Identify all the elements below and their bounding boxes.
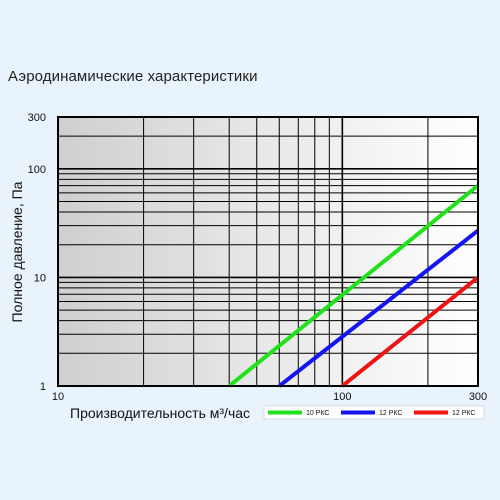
series-line-2 (278, 229, 480, 388)
x-tick-labels: 10 100 300 (52, 391, 487, 403)
y-tick-label: 100 (28, 164, 46, 176)
series-line-1 (227, 184, 480, 388)
y-tick-labels: 1 10 100 300 (28, 112, 46, 393)
y-tick-label: 300 (28, 112, 46, 124)
y-tick-label: 1 (40, 381, 46, 393)
legend: 10 РКС 12 РКС 12 РКС (263, 405, 485, 420)
legend-label: 12 РКС (379, 410, 402, 417)
page-title: Аэродинамические характеристики (8, 68, 258, 85)
x-tick-label: 10 (52, 391, 64, 403)
y-tick-label: 10 (34, 272, 46, 284)
legend-label: 10 РКС (306, 410, 329, 417)
y-axis-title: Полное давление, Па (9, 181, 25, 322)
legend-label: 12 РКС (452, 410, 475, 417)
series-layer (227, 184, 480, 388)
series-line-3 (341, 275, 480, 388)
plot-frame (57, 116, 479, 387)
x-tick-label: 100 (333, 391, 351, 403)
x-axis-title: Производительность м³/час (70, 405, 250, 421)
x-tick-label: 300 (469, 391, 487, 403)
plot-area (58, 117, 478, 386)
